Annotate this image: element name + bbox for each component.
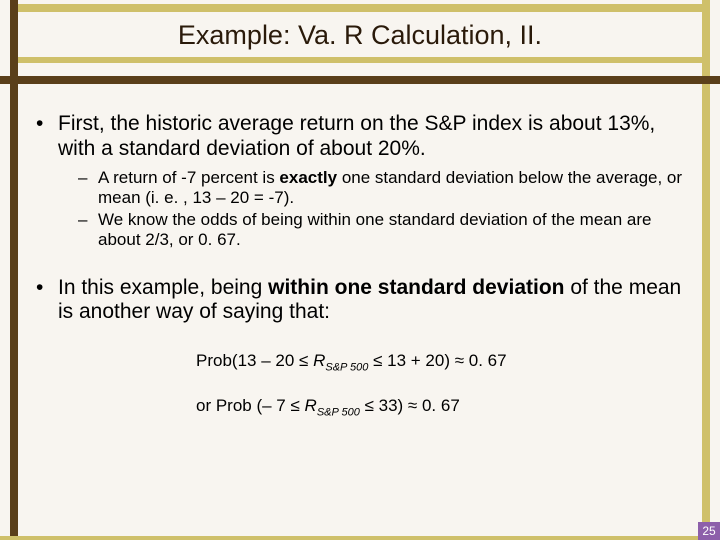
- footer-rule: [0, 536, 698, 540]
- f2-a: or Prob (– 7 ≤: [196, 396, 305, 415]
- sub-bullet-1b: We know the odds of being within one sta…: [58, 210, 692, 250]
- formula-line-2: or Prob (– 7 ≤ RS&P 500 ≤ 33) ≈ 0. 67: [196, 394, 692, 421]
- formula-block: Prob(13 – 20 ≤ RS&P 500 ≤ 13 + 20) ≈ 0. …: [196, 349, 692, 421]
- sub-1a-bold: exactly: [279, 168, 337, 187]
- bullet-2-pre: In this example, being: [58, 276, 268, 299]
- f2-r: R: [305, 396, 317, 415]
- bullet-2: In this example, being within one standa…: [36, 276, 692, 326]
- f1-a: Prob(13 – 20 ≤: [196, 351, 313, 370]
- f1-sub: S&P 500: [325, 362, 368, 374]
- f1-r: R: [313, 351, 325, 370]
- slide-title: Example: Va. R Calculation, II.: [0, 20, 720, 51]
- bullet-1: First, the historic average return on th…: [36, 112, 692, 250]
- slide-body: First, the historic average return on th…: [36, 112, 692, 421]
- f1-b: ≤ 13 + 20) ≈ 0. 67: [368, 351, 506, 370]
- page-number: 25: [698, 522, 720, 540]
- f2-b: ≤ 33) ≈ 0. 67: [360, 396, 460, 415]
- header-bottom-rule: [0, 76, 720, 84]
- header-mid-rule: [18, 57, 702, 63]
- bullet-2-bold: within one standard deviation: [268, 276, 564, 299]
- sub-1b-text: We know the odds of being within one sta…: [98, 210, 652, 249]
- bullet-1-text: First, the historic average return on th…: [58, 112, 655, 160]
- header-top-rule: [18, 4, 702, 12]
- sub-bullet-1a: A return of -7 percent is exactly one st…: [58, 168, 692, 208]
- sub-1a-pre: A return of -7 percent is: [98, 168, 279, 187]
- f2-sub: S&P 500: [317, 406, 360, 418]
- formula-line-1: Prob(13 – 20 ≤ RS&P 500 ≤ 13 + 20) ≈ 0. …: [196, 349, 692, 376]
